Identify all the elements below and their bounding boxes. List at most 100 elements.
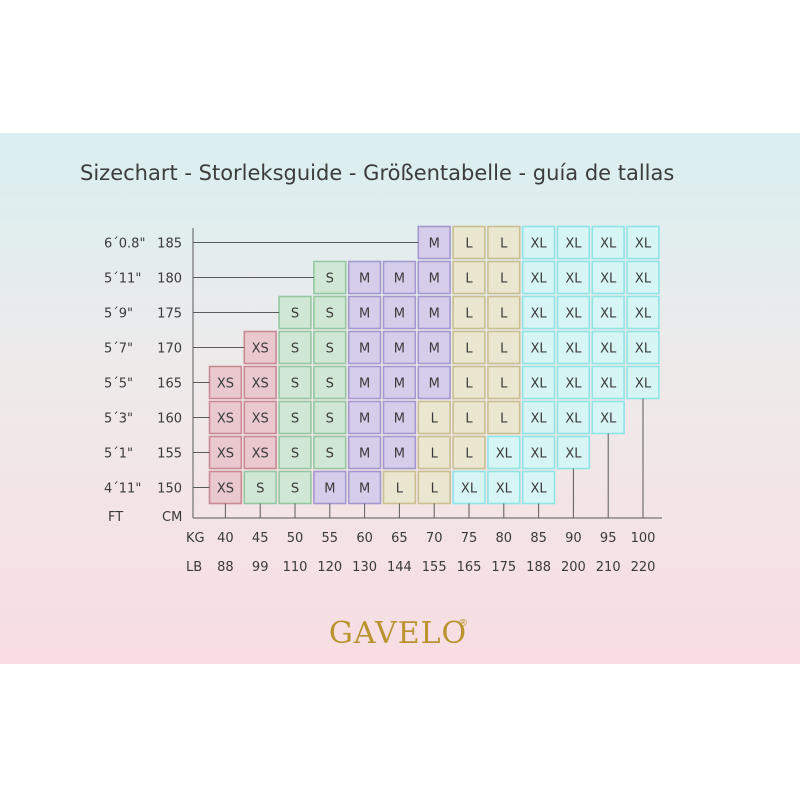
size-cell (556, 365, 591, 400)
size-cell (487, 295, 521, 330)
weight-lb-label: 99 (252, 560, 269, 575)
size-cell-label: M (394, 307, 405, 322)
size-cell (243, 435, 277, 470)
size-cell-label: S (326, 447, 334, 462)
size-cell-label: L (465, 447, 473, 462)
size-cell-label: XL (565, 377, 582, 392)
size-cell-label: S (291, 412, 299, 427)
size-cell-label: L (465, 412, 473, 427)
size-cell (417, 225, 451, 260)
size-cell-label: XL (635, 272, 652, 287)
size-cell (626, 295, 660, 330)
size-cell (382, 295, 417, 330)
height-ft-label: 5´9" (104, 307, 133, 322)
size-cell (382, 365, 417, 400)
size-cell (382, 330, 417, 365)
size-cell (417, 330, 451, 365)
size-cell-label: S (291, 377, 299, 392)
kg-header: KG (186, 531, 205, 546)
size-cell (521, 435, 556, 470)
size-cell-label: XL (565, 272, 582, 287)
size-cell-label: L (465, 272, 473, 287)
size-cell-label: S (291, 307, 299, 322)
size-cell (556, 330, 591, 365)
weight-kg-label: 85 (530, 531, 547, 546)
size-grid: M L L XL XL XL XL S M M M L L XL XL XL XL S S M M M L L XL XL XL XL… (208, 225, 660, 505)
size-cell-label: XL (565, 412, 582, 427)
size-cell (521, 260, 556, 295)
size-cell (487, 435, 521, 470)
size-cell-label: L (465, 237, 473, 252)
size-cell (243, 365, 277, 400)
size-cell-label: L (465, 342, 473, 357)
size-cell-label: XL (635, 377, 652, 392)
size-cell (626, 330, 660, 365)
size-cell-label: M (359, 377, 370, 392)
size-cell (347, 330, 382, 365)
weight-kg-label: 45 (252, 531, 269, 546)
weight-lb-label: 165 (457, 560, 482, 575)
size-cell-label: XL (531, 377, 548, 392)
size-cell (313, 470, 347, 505)
size-cell (382, 435, 417, 470)
weight-kg-label: 60 (356, 531, 373, 546)
size-cell-label: M (394, 412, 405, 427)
size-cell-label: XL (600, 342, 617, 357)
size-cell-label: M (394, 342, 405, 357)
size-cell-label: M (429, 377, 440, 392)
height-ft-label: 5´1" (104, 447, 133, 462)
size-cell (278, 330, 312, 365)
size-cell (347, 365, 382, 400)
size-cell (521, 470, 556, 505)
axes: 185 6´0.8" 180 5´11" 175 5´9" 170 5´7" 165 5´5" 16… (104, 228, 662, 575)
size-cell (591, 365, 625, 400)
size-cell (417, 400, 451, 435)
weight-kg-label: 70 (426, 531, 443, 546)
size-cell-label: XL (600, 307, 617, 322)
size-cell (347, 295, 382, 330)
size-cell (487, 470, 521, 505)
size-cell (591, 295, 625, 330)
height-ft-label: 6´0.8" (104, 237, 145, 252)
size-cell (487, 225, 521, 260)
size-cell (347, 260, 382, 295)
size-cell-label: L (500, 342, 508, 357)
weight-lb-label: 210 (596, 560, 621, 575)
weight-kg-label: 75 (461, 531, 478, 546)
size-cell-label: M (324, 482, 335, 497)
size-cell-label: L (500, 377, 508, 392)
size-cell (347, 470, 382, 505)
size-cell-label: L (500, 272, 508, 287)
size-cell (452, 295, 486, 330)
size-cell (417, 365, 451, 400)
size-cell (626, 260, 660, 295)
size-cell-label: L (431, 482, 439, 497)
size-cell-label: XS (217, 412, 234, 427)
size-cell (313, 365, 347, 400)
size-cell (556, 225, 591, 260)
height-cm-label: 180 (157, 272, 182, 287)
size-cell (556, 295, 591, 330)
logo-text: GAVELO (329, 616, 467, 651)
size-cell-label: XL (531, 272, 548, 287)
size-cell (521, 330, 556, 365)
logo-registered-mark: ® (458, 618, 468, 629)
size-cell-label: XL (565, 342, 582, 357)
size-cell (591, 260, 625, 295)
size-cell-label: XS (252, 377, 269, 392)
size-cell (521, 225, 556, 260)
size-cell-label: XL (531, 412, 548, 427)
size-cell (452, 260, 486, 295)
size-cell (591, 330, 625, 365)
size-cell (417, 295, 451, 330)
height-cm-label: 160 (157, 412, 182, 427)
size-cell-label: L (465, 377, 473, 392)
size-cell (521, 400, 556, 435)
size-cell-label: XS (252, 342, 269, 357)
size-cell-label: XL (600, 237, 617, 252)
size-cell-label: L (431, 412, 439, 427)
size-cell-label: XL (531, 342, 548, 357)
weight-lb-label: 155 (422, 560, 447, 575)
weight-lb-label: 220 (631, 560, 656, 575)
